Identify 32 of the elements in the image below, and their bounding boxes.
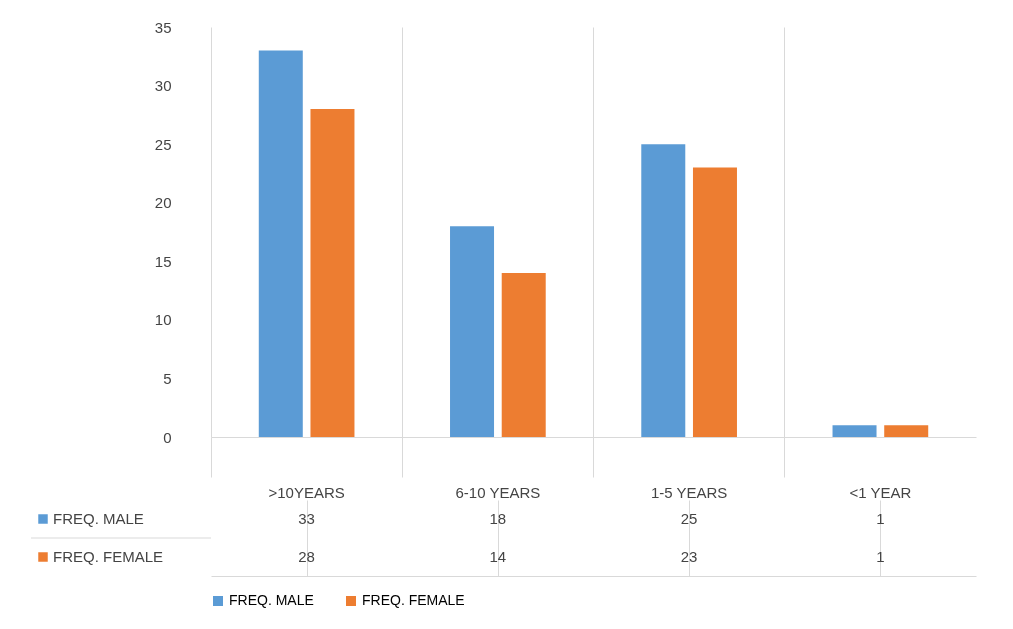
x-tick-label: 1-5 YEARS — [650, 483, 728, 501]
data-label: 1 — [876, 510, 885, 527]
x-tick-label: >10YEARS — [268, 483, 345, 501]
y-tick-label: 30 — [154, 77, 172, 95]
y-tick-label: 20 — [154, 194, 172, 212]
data-label: 23 — [680, 548, 698, 565]
y-tick-label: 25 — [154, 135, 172, 153]
text: FREQ. FEMALE — [53, 548, 164, 565]
data-label: 28 — [298, 548, 315, 565]
x-tick-label: 6-10 YEARS — [455, 483, 541, 501]
bar — [258, 50, 303, 437]
bar — [501, 273, 546, 437]
data-label: 1 — [876, 548, 885, 565]
data-label: 33 — [298, 510, 315, 527]
data-label: 14 — [489, 548, 507, 565]
data-label: 25 — [680, 510, 698, 527]
bar — [310, 109, 355, 437]
y-tick-label: 5 — [163, 369, 172, 387]
y-tick-label: 15 — [154, 252, 172, 270]
bar — [884, 425, 929, 437]
data-label: 18 — [489, 510, 507, 527]
bar — [832, 425, 877, 437]
bar — [692, 167, 737, 437]
legend-label: FREQ. MALE — [53, 510, 144, 527]
y-tick-label: 10 — [154, 311, 172, 329]
y-tick-label: 35 — [154, 18, 172, 36]
bar — [641, 144, 686, 437]
y-tick-label: 0 — [163, 428, 172, 446]
legend-label: FREQ. FEMALE — [362, 592, 465, 608]
text: FREQ. MALE — [229, 592, 314, 608]
bar — [450, 226, 495, 437]
x-tick-label: <1 YEAR — [849, 483, 912, 501]
